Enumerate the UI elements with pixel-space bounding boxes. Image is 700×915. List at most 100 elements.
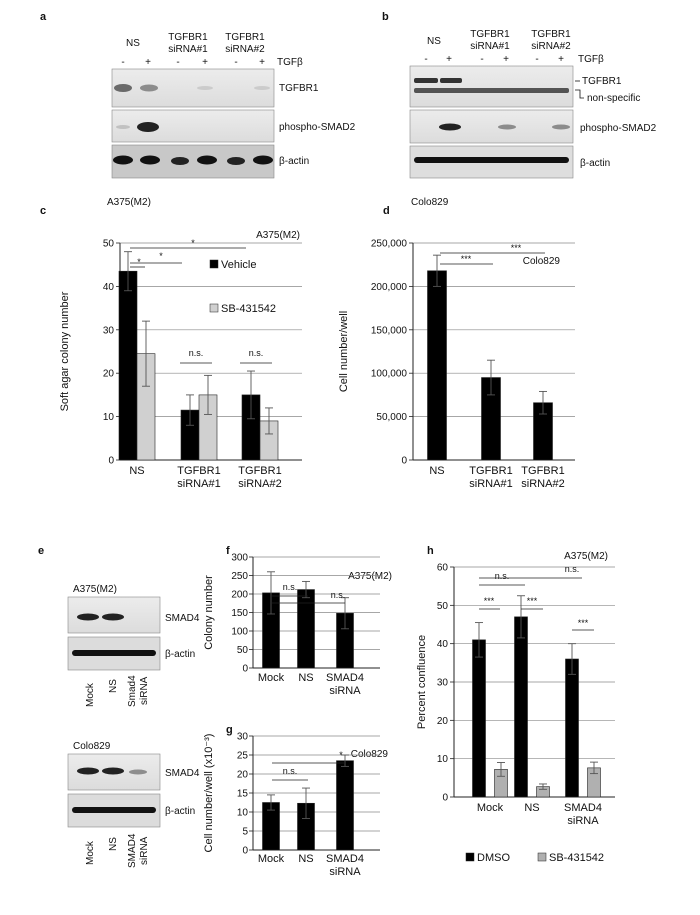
blot-label-smad4-2: SMAD4: [165, 768, 200, 779]
bar: [118, 270, 138, 461]
y-tick-label: 250,000: [371, 239, 408, 250]
significance-label: n.s.: [495, 571, 510, 581]
legend-swatch: [209, 303, 219, 313]
lane-mock-2: Mock: [85, 840, 96, 865]
sign-6: +: [259, 57, 265, 68]
x-tick-label: siRNA: [567, 815, 599, 827]
band: [140, 84, 158, 92]
y-tick-label: 20: [437, 716, 449, 727]
y-tick-label: 50: [437, 601, 449, 612]
significance-label: *: [137, 257, 141, 267]
x-tick-label: SMAD4: [564, 802, 602, 814]
legend-swatch: [465, 852, 475, 862]
lane-smad4: Smad4: [127, 675, 138, 707]
panel-c-letter: c: [40, 205, 46, 217]
band-non-specific: [414, 88, 569, 93]
x-tick-label: siRNA#2: [238, 478, 281, 490]
y-tick-label: 10: [437, 754, 449, 765]
chart-f: f A375(M2) 0 50 100 150 200 250 300 Colony number…: [203, 545, 392, 697]
sign-3: -: [480, 54, 483, 65]
blot-tgfbr1: [111, 68, 275, 108]
x-tick-label: siRNA#2: [521, 478, 564, 490]
sign-2: +: [145, 57, 151, 68]
y-tick-label: 5: [242, 827, 248, 838]
panel-b: b NS TGFBR1 siRNA#1 TGFBR1 siRNA#2 - + -…: [382, 11, 657, 208]
significance-label: *: [159, 251, 163, 261]
y-tick-label: 25: [237, 751, 249, 762]
legend-swatch: [209, 259, 219, 269]
y-tick-label: 20: [237, 770, 249, 781]
y-tick-label: 200: [231, 590, 248, 601]
blot-tgfbr1: [409, 65, 574, 108]
band: [552, 124, 570, 130]
cell-line-label-1: A375(M2): [73, 584, 117, 595]
x-tick-label: TGFBR1: [238, 465, 281, 477]
y-tick-label: 300: [231, 553, 248, 564]
x-tick-label: Mock: [477, 802, 504, 814]
sign-3: -: [176, 57, 179, 68]
band: [102, 613, 124, 621]
x-tick-label: Mock: [258, 672, 285, 684]
y-axis-label: Soft agar colony number: [59, 291, 71, 411]
band: [72, 807, 156, 813]
panel-e-letter: e: [38, 545, 44, 557]
x-tick-label: NS: [129, 465, 144, 477]
x-tick-label: NS: [298, 853, 313, 865]
y-tick-label: 40: [437, 639, 449, 650]
significance-label: n.s.: [283, 582, 298, 592]
blot-label-phospho-smad2: phospho-SMAD2: [580, 123, 657, 134]
y-tick-label: 50: [237, 645, 249, 656]
significance-label: n.s.: [189, 348, 204, 358]
y-tick-label: 0: [442, 793, 448, 804]
significance-label: *: [191, 238, 195, 248]
lane-group-2-line1: TGFBR1: [225, 32, 265, 43]
lane-ns-2: NS: [108, 837, 119, 851]
panel-f-letter: f: [226, 545, 230, 557]
significance-label: ***: [461, 254, 472, 264]
lane-group-ns: NS: [126, 38, 140, 49]
bar: [297, 589, 315, 669]
sign-1: -: [121, 57, 124, 68]
legend-label: SB-431542: [221, 303, 276, 315]
sign-4: +: [503, 54, 509, 65]
bar: [427, 270, 447, 461]
y-axis-label: Cell number/well (x10⁻³): [203, 734, 215, 853]
blot-label-phospho-smad2: phospho-SMAD2: [279, 122, 356, 133]
y-tick-label: 100: [231, 627, 248, 638]
significance-label: n.s.: [331, 590, 346, 600]
x-tick-label: siRNA: [329, 685, 361, 697]
panel-d-letter: d: [383, 205, 390, 217]
band: [227, 157, 245, 165]
chart-title: A375(M2): [564, 551, 608, 562]
x-tick-label: SMAD4: [326, 672, 364, 684]
significance-label: n.s.: [283, 766, 298, 776]
lane-group-2-line2: siRNA#2: [531, 41, 571, 52]
significance-label: ***: [484, 596, 495, 606]
y-tick-label: 15: [237, 789, 249, 800]
blot-label-actin: β-actin: [165, 649, 195, 660]
chart-title: Colo829: [523, 256, 561, 267]
chart-h: h A375(M2) 0 10 20 30 40 50 60 Percent confluence…: [416, 545, 615, 864]
sign-5: -: [535, 54, 538, 65]
sign-1: -: [424, 54, 427, 65]
legend-swatch: [537, 852, 547, 862]
y-tick-label: 250: [231, 571, 248, 582]
sign-5: -: [234, 57, 237, 68]
lane-smad4-2: SMAD4: [127, 833, 138, 868]
lane-sirna: siRNA: [139, 676, 150, 705]
legend-label: SB-431542: [549, 852, 604, 864]
lane-group-2-line2: siRNA#2: [225, 44, 265, 55]
band: [414, 157, 569, 163]
cell-line-label: Colo829: [411, 197, 449, 208]
y-tick-label: 200,000: [371, 282, 408, 293]
bar: [336, 760, 354, 851]
x-tick-label: TGFBR1: [521, 465, 564, 477]
panel-a: a NS TGFBR1 siRNA#1 TGFBR1 siRNA#2 - + -…: [40, 11, 356, 208]
y-tick-label: 10: [237, 808, 249, 819]
cell-line-label: A375(M2): [107, 197, 151, 208]
x-tick-label: siRNA#1: [469, 478, 512, 490]
band: [77, 613, 99, 621]
panel-a-letter: a: [40, 11, 47, 23]
blot-phospho-smad2: [409, 109, 574, 144]
